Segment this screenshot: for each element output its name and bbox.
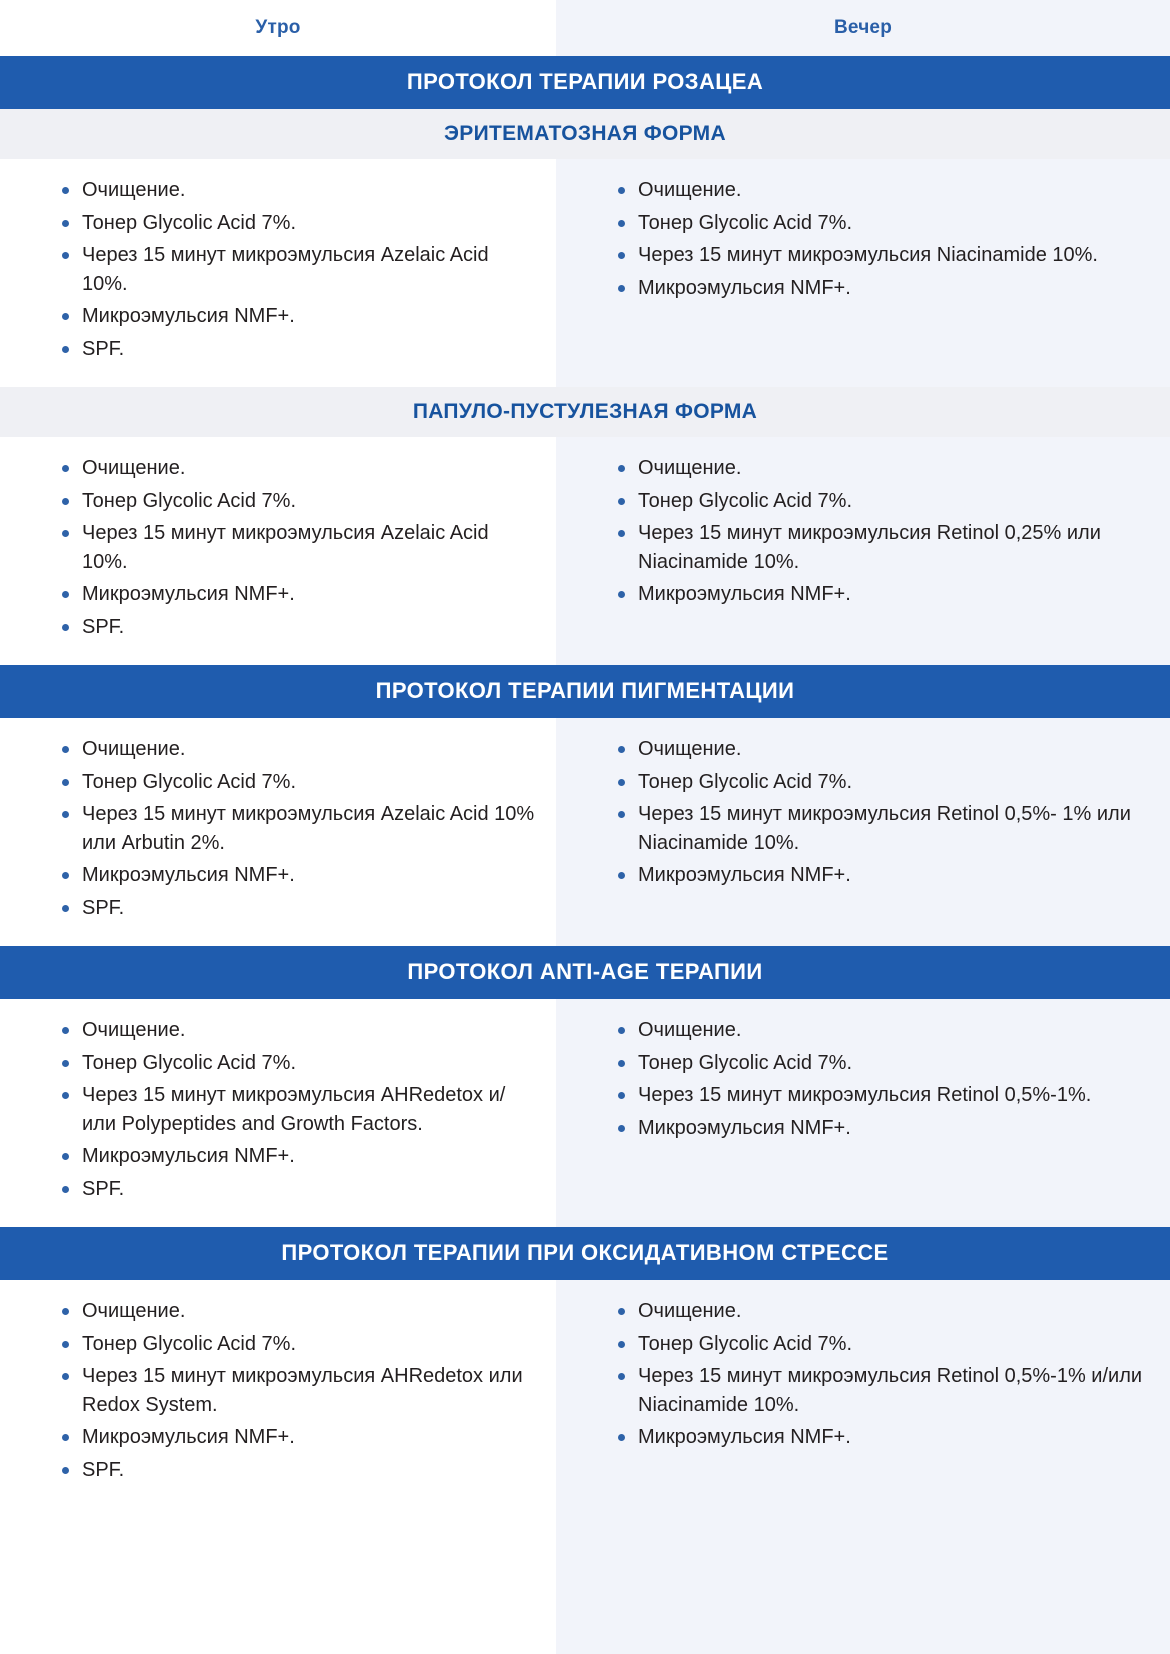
step-item: Очищение. <box>60 176 536 205</box>
day-header-row: Утро Вечер <box>0 0 1170 56</box>
step-item: Микроэмульсия NMF+. <box>60 1423 536 1452</box>
step-item: Очищение. <box>60 1297 536 1326</box>
step-item: Микроэмульсия NMF+. <box>60 302 536 331</box>
morning-step-list: Очищение. Тонер Glycolic Acid 7%. Через 15… <box>60 735 536 922</box>
step-item: Тонер Glycolic Acid 7%. <box>60 209 536 238</box>
evening-steps-cell: Очищение. Тонер Glycolic Acid 7%. Через 15… <box>556 159 1170 326</box>
morning-steps-cell: Очищение. Тонер Glycolic Acid 7%. Через 15… <box>0 999 556 1227</box>
morning-step-list: Очищение. Тонер Glycolic Acid 7%. Через 15… <box>60 176 536 363</box>
subsection-title-band: ЭРИТЕМАТОЗНАЯ ФОРМА <box>0 109 1170 159</box>
morning-column-label: Утро <box>255 17 301 38</box>
evening-step-list: Очищение. Тонер Glycolic Acid 7%. Через 15… <box>616 1297 1150 1452</box>
morning-steps-cell: Очищение. Тонер Glycolic Acid 7%. Через 15… <box>0 718 556 946</box>
step-item: SPF. <box>60 613 536 642</box>
step-item: SPF. <box>60 335 536 364</box>
steps-row: Очищение. Тонер Glycolic Acid 7%. Через 15… <box>0 1280 1170 1508</box>
content-layer: Утро Вечер ПРОТОКОЛ ТЕРАПИИ РОЗАЦЕА ЭРИТЕ… <box>0 0 1170 1508</box>
step-item: Микроэмульсия NMF+. <box>616 861 1150 890</box>
step-item: SPF. <box>60 1456 536 1485</box>
morning-column-background <box>0 0 556 1654</box>
step-item: Через 15 минут микроэмульсия AHRedetox и… <box>60 1362 536 1419</box>
step-item: Тонер Glycolic Acid 7%. <box>616 1049 1150 1078</box>
morning-step-list: Очищение. Тонер Glycolic Acid 7%. Через 15… <box>60 454 536 641</box>
step-item: Через 15 минут микроэмульсия Azelaic Aci… <box>60 800 536 857</box>
steps-row: Очищение. Тонер Glycolic Acid 7%. Через 15… <box>0 159 1170 387</box>
step-item: Очищение. <box>60 735 536 764</box>
step-item: SPF. <box>60 1175 536 1204</box>
evening-step-list: Очищение. Тонер Glycolic Acid 7%. Через 15… <box>616 735 1150 890</box>
step-item: Очищение. <box>616 454 1150 483</box>
morning-step-list: Очищение. Тонер Glycolic Acid 7%. Через 15… <box>60 1297 536 1484</box>
step-item: Очищение. <box>616 1016 1150 1045</box>
step-item: Через 15 минут микроэмульсия Azelaic Aci… <box>60 241 536 298</box>
step-item: Через 15 минут микроэмульсия Retinol 0,5… <box>616 1081 1150 1110</box>
step-item: Микроэмульсия NMF+. <box>60 861 536 890</box>
step-item: Микроэмульсия NMF+. <box>60 580 536 609</box>
evening-column-background <box>556 0 1170 1654</box>
protocol-list: ПРОТОКОЛ ТЕРАПИИ РОЗАЦЕА ЭРИТЕМАТОЗНАЯ ФО… <box>0 56 1170 1508</box>
step-item: Микроэмульсия NMF+. <box>616 274 1150 303</box>
steps-row: Очищение. Тонер Glycolic Acid 7%. Через 15… <box>0 718 1170 946</box>
evening-steps-cell: Очищение. Тонер Glycolic Acid 7%. Через 15… <box>556 1280 1170 1476</box>
evening-steps-cell: Очищение. Тонер Glycolic Acid 7%. Через 15… <box>556 437 1170 633</box>
evening-step-list: Очищение. Тонер Glycolic Acid 7%. Через 15… <box>616 1016 1150 1142</box>
evening-step-list: Очищение. Тонер Glycolic Acid 7%. Через 15… <box>616 454 1150 609</box>
step-item: Через 15 минут микроэмульсия AHRedetox и… <box>60 1081 536 1138</box>
step-item: Тонер Glycolic Acid 7%. <box>60 1049 536 1078</box>
step-item: Микроэмульсия NMF+. <box>60 1142 536 1171</box>
step-item: SPF. <box>60 894 536 923</box>
evening-steps-cell: Очищение. Тонер Glycolic Acid 7%. Через 15… <box>556 718 1170 914</box>
step-item: Тонер Glycolic Acid 7%. <box>60 768 536 797</box>
protocol-title-band: ПРОТОКОЛ ANTI-AGE ТЕРАПИИ <box>0 946 1170 999</box>
step-item: Очищение. <box>616 735 1150 764</box>
morning-steps-cell: Очищение. Тонер Glycolic Acid 7%. Через 15… <box>0 159 556 387</box>
step-item: Тонер Glycolic Acid 7%. <box>616 768 1150 797</box>
step-item: Через 15 минут микроэмульсия Retinol 0,2… <box>616 519 1150 576</box>
steps-row: Очищение. Тонер Glycolic Acid 7%. Через 15… <box>0 999 1170 1227</box>
step-item: Тонер Glycolic Acid 7%. <box>616 1330 1150 1359</box>
step-item: Тонер Glycolic Acid 7%. <box>60 1330 536 1359</box>
step-item: Через 15 минут микроэмульсия Azelaic Aci… <box>60 519 536 576</box>
step-item: Очищение. <box>616 176 1150 205</box>
step-item: Очищение. <box>60 454 536 483</box>
step-item: Через 15 минут микроэмульсия Niacinamide… <box>616 241 1150 270</box>
step-item: Микроэмульсия NMF+. <box>616 580 1150 609</box>
evening-column-label: Вечер <box>833 17 893 38</box>
step-item: Микроэмульсия NMF+. <box>616 1423 1150 1452</box>
protocol-title-band: ПРОТОКОЛ ТЕРАПИИ РОЗАЦЕА <box>0 56 1170 109</box>
protocol-title-band: ПРОТОКОЛ ТЕРАПИИ ПРИ ОКСИДАТИВНОМ СТРЕСС… <box>0 1227 1170 1280</box>
step-item: Микроэмульсия NMF+. <box>616 1114 1150 1143</box>
protocol-title-band: ПРОТОКОЛ ТЕРАПИИ ПИГМЕНТАЦИИ <box>0 665 1170 718</box>
morning-step-list: Очищение. Тонер Glycolic Acid 7%. Через 15… <box>60 1016 536 1203</box>
steps-row: Очищение. Тонер Glycolic Acid 7%. Через 15… <box>0 437 1170 665</box>
step-item: Через 15 минут микроэмульсия Retinol 0,5… <box>616 1362 1150 1419</box>
subsection-title-band: ПАПУЛО-ПУСТУЛЕЗНАЯ ФОРМА <box>0 387 1170 437</box>
step-item: Тонер Glycolic Acid 7%. <box>616 487 1150 516</box>
morning-steps-cell: Очищение. Тонер Glycolic Acid 7%. Через 15… <box>0 1280 556 1508</box>
step-item: Через 15 минут микроэмульсия Retinol 0,5… <box>616 800 1150 857</box>
evening-step-list: Очищение. Тонер Glycolic Acid 7%. Через 15… <box>616 176 1150 302</box>
step-item: Тонер Glycolic Acid 7%. <box>60 487 536 516</box>
step-item: Очищение. <box>616 1297 1150 1326</box>
morning-steps-cell: Очищение. Тонер Glycolic Acid 7%. Через 15… <box>0 437 556 665</box>
step-item: Очищение. <box>60 1016 536 1045</box>
step-item: Тонер Glycolic Acid 7%. <box>616 209 1150 238</box>
evening-steps-cell: Очищение. Тонер Glycolic Acid 7%. Через 15… <box>556 999 1170 1166</box>
